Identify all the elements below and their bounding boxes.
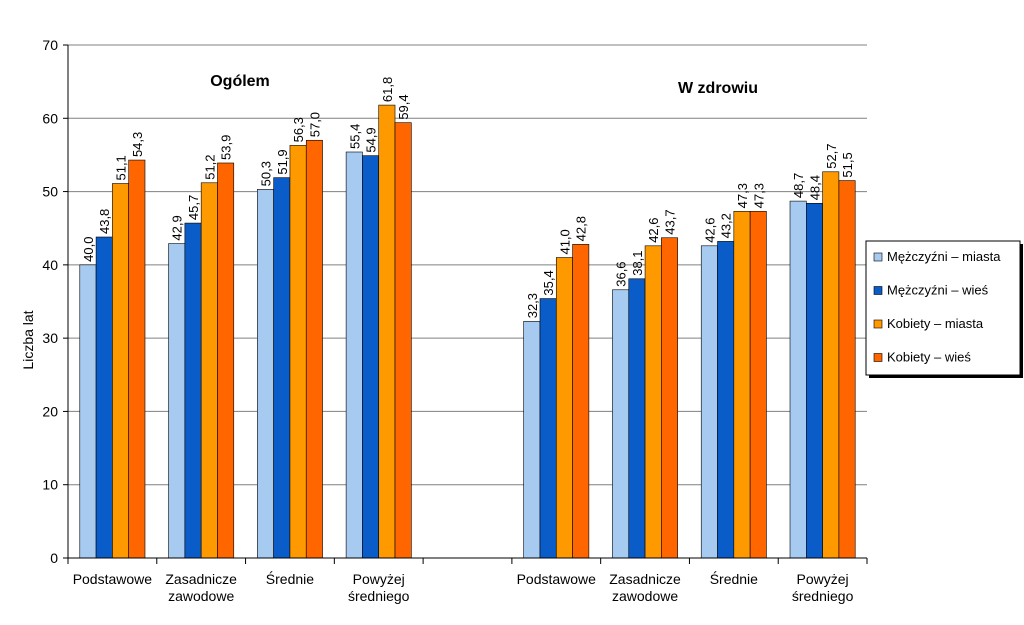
y-tick-label: 10 xyxy=(42,477,58,493)
data-label: 51,1 xyxy=(114,155,129,180)
data-label: 51,9 xyxy=(275,149,290,174)
bar xyxy=(273,177,291,559)
legend-swatch xyxy=(873,252,883,262)
bar xyxy=(523,320,541,559)
bars xyxy=(79,104,856,559)
data-label: 40,0 xyxy=(81,237,96,262)
data-label: 54,9 xyxy=(364,127,379,152)
category-label: Zasadnicze zawodowe xyxy=(609,571,681,604)
legend-swatch xyxy=(873,353,883,362)
bar xyxy=(305,139,323,559)
bar xyxy=(749,211,767,559)
bar xyxy=(184,222,202,559)
data-label: 51,2 xyxy=(202,154,217,179)
bar xyxy=(789,200,807,559)
bar xyxy=(394,122,412,559)
bar xyxy=(806,203,823,559)
axes: 0 10 20 30 40 50 60 70 xyxy=(42,37,868,566)
data-label: 47,3 xyxy=(735,183,750,208)
category-label: Zasadnicze zawodowe xyxy=(165,571,237,604)
data-label: 32,3 xyxy=(525,293,540,318)
bar xyxy=(200,182,218,559)
category-label: Średnie xyxy=(710,570,758,587)
data-label: 36,6 xyxy=(614,261,629,286)
legend-swatch xyxy=(873,286,883,295)
data-label: 43,2 xyxy=(719,213,734,238)
data-label: 55,4 xyxy=(347,124,362,149)
data-label: 51,5 xyxy=(840,152,855,177)
category-label: Podstawowe xyxy=(73,571,153,587)
bar xyxy=(628,278,646,559)
bar xyxy=(257,189,274,559)
y-tick-label: 50 xyxy=(42,184,58,200)
data-label: 53,9 xyxy=(219,135,234,160)
bar xyxy=(661,237,678,559)
y-tick-label: 70 xyxy=(42,37,58,53)
bar xyxy=(112,183,129,559)
bar xyxy=(555,257,573,559)
category-label: Powyżej średniego xyxy=(348,571,410,604)
group-titles: Ogólem W zdrowiu xyxy=(210,73,758,97)
data-label: 50,3 xyxy=(258,161,273,186)
y-tick-label: 20 xyxy=(42,403,58,419)
data-label: 48,4 xyxy=(807,175,822,200)
legend: Mężczyźni – miasta Mężczyźni – wieś Kobiet… xyxy=(865,240,1023,378)
y-tick-label: 0 xyxy=(50,550,58,566)
data-label: 47,3 xyxy=(751,183,766,208)
data-label: 42,9 xyxy=(170,215,185,240)
data-label: 45,7 xyxy=(186,195,201,220)
data-label: 59,4 xyxy=(396,94,411,119)
data-label: 41,0 xyxy=(557,229,572,254)
bar xyxy=(345,151,363,559)
bar xyxy=(644,245,662,559)
category-labels: Podstawowe Zasadnicze zawodowe Średnie Powyż… xyxy=(73,570,854,604)
bar xyxy=(572,244,590,559)
bar xyxy=(289,145,307,559)
bar xyxy=(168,243,186,559)
bar xyxy=(217,162,235,559)
data-label: 56,3 xyxy=(291,117,306,142)
bar xyxy=(95,236,113,559)
bar xyxy=(79,264,97,559)
data-label: 43,7 xyxy=(663,209,678,234)
bar xyxy=(717,241,735,559)
data-label: 42,6 xyxy=(702,217,717,242)
legend-label: Kobiety – wieś xyxy=(887,350,971,365)
data-label: 54,3 xyxy=(130,132,145,157)
category-label: Średnie xyxy=(266,570,314,587)
category-label: Powyżej średniego xyxy=(792,571,854,604)
bar xyxy=(378,104,396,559)
bar xyxy=(822,171,840,559)
bar xyxy=(733,211,751,559)
legend-label: Mężczyźni – wieś xyxy=(887,283,989,298)
y-tick-label: 60 xyxy=(42,110,58,126)
bar xyxy=(700,245,718,559)
bar xyxy=(838,180,856,559)
category-label: Podstawowe xyxy=(517,571,597,587)
data-label: 61,8 xyxy=(380,77,395,102)
bar xyxy=(539,298,557,559)
data-labels: 40,043,8 51,154,3 42,945,7 51,253,9 50,3 51,9… xyxy=(81,77,855,319)
data-label: 35,4 xyxy=(541,270,556,295)
legend-swatch xyxy=(873,319,883,329)
group-title: Ogólem xyxy=(210,73,270,90)
bar xyxy=(612,289,630,559)
group-title: W zdrowiu xyxy=(678,80,758,97)
data-label: 48,7 xyxy=(791,173,806,198)
y-axis-label: Liczba lat xyxy=(20,310,36,369)
data-label: 38,1 xyxy=(630,250,645,275)
legend-label: Kobiety – miasta xyxy=(887,316,984,331)
y-tick-label: 40 xyxy=(42,257,58,273)
data-label: 43,8 xyxy=(97,209,112,234)
data-label: 42,8 xyxy=(574,216,589,241)
data-label: 57,0 xyxy=(307,112,322,137)
data-label: 42,6 xyxy=(646,217,661,242)
y-tick-label: 30 xyxy=(42,330,58,346)
data-label: 52,7 xyxy=(824,143,839,168)
legend-label: Mężczyźni – miasta xyxy=(887,249,1001,264)
legend-box xyxy=(865,240,1021,376)
bar xyxy=(362,155,380,559)
bar xyxy=(128,159,146,559)
